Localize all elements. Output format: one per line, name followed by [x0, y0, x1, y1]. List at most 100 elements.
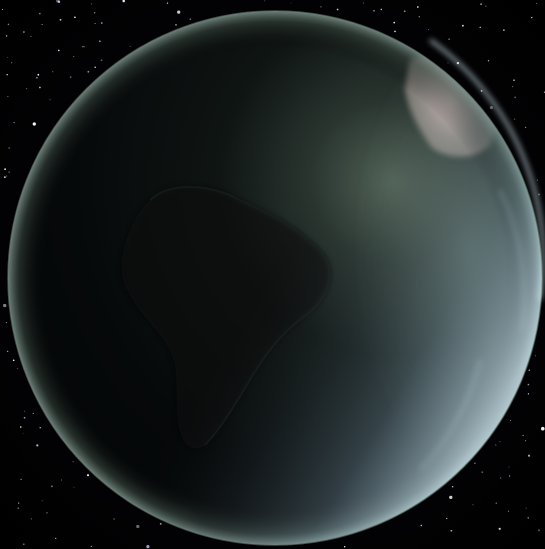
star [508, 466, 510, 468]
star [320, 5, 322, 8]
star [30, 35, 32, 37]
star [146, 545, 150, 549]
star [83, 46, 85, 48]
star [129, 45, 131, 47]
star [41, 500, 43, 502]
star [5, 35, 8, 37]
star [57, 0, 61, 3]
star [22, 433, 24, 434]
star [343, 545, 346, 548]
star [535, 355, 537, 357]
star [74, 16, 76, 19]
star [7, 95, 9, 97]
star [290, 2, 292, 4]
star [8, 147, 10, 149]
star [81, 46, 84, 48]
star [57, 49, 60, 52]
star [36, 444, 39, 447]
star [39, 427, 41, 429]
star [4, 168, 6, 171]
star [189, 18, 192, 20]
atmosphere-bright-arc [429, 38, 545, 301]
star [55, 537, 57, 540]
star [510, 419, 512, 421]
star [61, 479, 63, 481]
star [32, 122, 36, 126]
star [537, 529, 541, 532]
planet-surface-details [8, 11, 542, 545]
star [51, 485, 53, 488]
star [41, 24, 43, 26]
star [527, 393, 530, 395]
star [499, 441, 501, 443]
star [474, 462, 476, 464]
star [538, 193, 540, 196]
star [522, 434, 524, 437]
star [403, 10, 406, 13]
star [447, 62, 449, 64]
star [428, 29, 430, 31]
star [25, 87, 28, 90]
star [450, 529, 453, 532]
rim-light [8, 11, 542, 545]
star [451, 485, 454, 488]
star [36, 76, 38, 79]
star [373, 10, 375, 12]
star [481, 471, 484, 474]
star [528, 369, 531, 371]
star [23, 410, 25, 412]
star [362, 2, 364, 4]
star [498, 527, 501, 530]
star [87, 70, 90, 73]
star [7, 350, 9, 352]
star [12, 359, 15, 362]
star [512, 86, 514, 88]
star [513, 118, 516, 120]
star [487, 60, 490, 62]
star [420, 524, 423, 527]
star [23, 416, 26, 419]
star [336, 8, 339, 11]
star [69, 76, 72, 78]
star [136, 524, 140, 529]
star [448, 38, 450, 40]
star [536, 2, 538, 4]
star [46, 512, 48, 514]
star [541, 426, 545, 431]
star [175, 24, 177, 26]
star [52, 71, 54, 73]
star [159, 523, 162, 525]
star [489, 106, 493, 110]
star [380, 8, 383, 11]
star [508, 475, 511, 477]
star [514, 96, 516, 99]
star [11, 62, 13, 64]
star [17, 368, 19, 370]
star [86, 474, 90, 477]
star [13, 122, 15, 124]
star [524, 126, 527, 129]
star [503, 29, 505, 31]
star [20, 426, 22, 428]
star [525, 507, 527, 509]
star [122, 0, 125, 3]
star [20, 478, 22, 481]
star [38, 12, 41, 15]
star [166, 2, 169, 4]
star [23, 543, 25, 545]
star [39, 86, 41, 89]
star [416, 6, 419, 8]
star [113, 518, 115, 520]
star [99, 40, 101, 42]
star [536, 179, 538, 181]
star [480, 90, 483, 92]
star [6, 73, 8, 76]
star [23, 31, 25, 33]
star [94, 66, 96, 68]
star [90, 545, 92, 548]
star [94, 22, 96, 25]
